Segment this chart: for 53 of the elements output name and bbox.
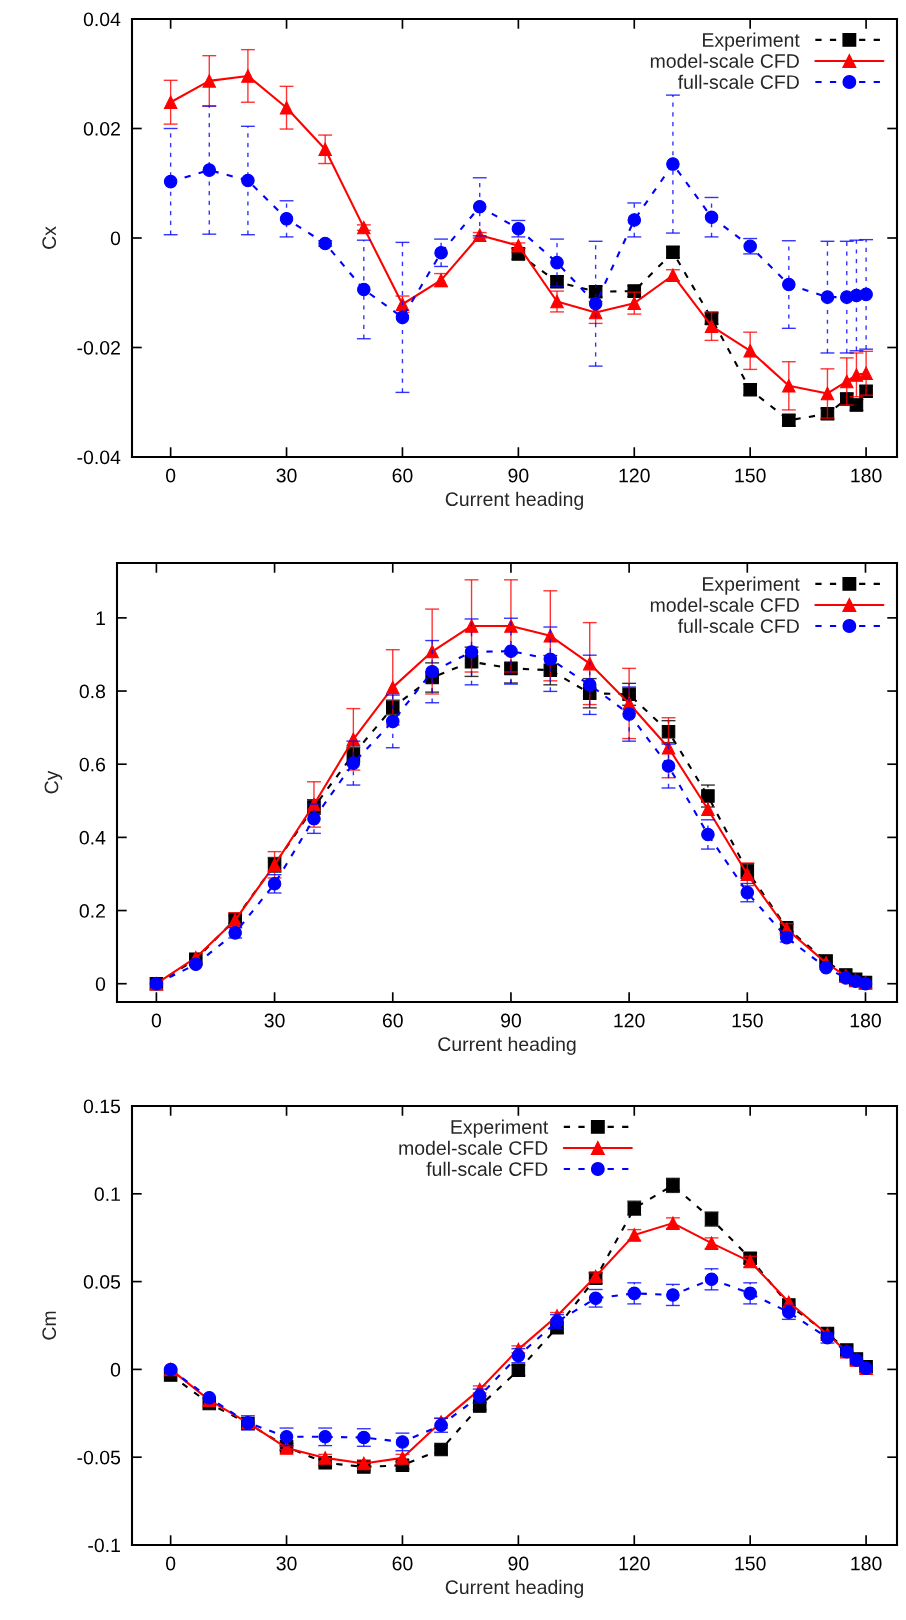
y-tick-label: 0.02 bbox=[83, 121, 120, 136]
y-tick-label: 0.2 bbox=[79, 904, 105, 918]
x-tick-label: 90 bbox=[508, 468, 529, 483]
y-axis-title: Cy bbox=[44, 770, 63, 794]
legend-label: model-scale CFD bbox=[650, 53, 799, 68]
y-tick-label: 0 bbox=[110, 1362, 121, 1377]
x-tick-label: 0 bbox=[151, 1013, 162, 1028]
legend-label: Experiment bbox=[451, 1119, 549, 1138]
y-tick-label: 0.05 bbox=[83, 1275, 121, 1289]
x-tick-label: 180 bbox=[850, 1013, 881, 1028]
x-tick-label: 60 bbox=[392, 468, 413, 483]
x-tick-label: 0 bbox=[165, 1556, 176, 1571]
y-axis-title: Cm bbox=[42, 1311, 57, 1340]
y-tick-label: 0 bbox=[95, 977, 106, 991]
y-tick-label: 0.6 bbox=[79, 757, 106, 772]
y-tick-label: 1 bbox=[96, 611, 105, 625]
legend-label: Experiment bbox=[703, 32, 800, 51]
x-tick-label: 180 bbox=[851, 1556, 882, 1571]
legend-label: full-scale CFD bbox=[677, 618, 799, 633]
y-tick-label: -0.1 bbox=[88, 1538, 120, 1553]
legend-label: Experiment bbox=[703, 576, 800, 595]
y-axis-title: Cx bbox=[42, 226, 57, 249]
x-tick-label: 90 bbox=[508, 1556, 529, 1571]
y-tick-label: -0.02 bbox=[77, 340, 120, 355]
x-axis-title: Current heading bbox=[445, 491, 583, 510]
x-tick-label: 30 bbox=[276, 468, 297, 483]
x-tick-label: 150 bbox=[735, 1556, 766, 1571]
x-tick-label: 180 bbox=[851, 468, 882, 483]
x-tick-label: 30 bbox=[264, 1013, 285, 1028]
legend-label: model-scale CFD bbox=[399, 1140, 548, 1155]
x-tick-label: 60 bbox=[392, 1556, 413, 1571]
legend-label: model-scale CFD bbox=[650, 597, 799, 612]
x-tick-label: 120 bbox=[614, 1013, 645, 1028]
x-tick-label: 150 bbox=[732, 1013, 763, 1028]
legend-label: full-scale CFD bbox=[426, 1161, 548, 1176]
x-tick-label: 90 bbox=[501, 1013, 521, 1028]
y-tick-label: 0 bbox=[110, 231, 121, 246]
y-tick-label: 0.4 bbox=[79, 830, 106, 845]
y-tick-label: -0.05 bbox=[77, 1450, 121, 1465]
y-tick-label: 0.1 bbox=[94, 1187, 120, 1202]
x-tick-label: 60 bbox=[382, 1013, 403, 1028]
y-tick-label: 0.15 bbox=[83, 1099, 121, 1114]
legend-label: full-scale CFD bbox=[677, 74, 799, 89]
y-tick-label: -0.04 bbox=[77, 450, 121, 465]
x-tick-label: 120 bbox=[619, 468, 650, 483]
y-tick-label: 0.04 bbox=[83, 12, 121, 27]
x-tick-label: 0 bbox=[165, 468, 176, 483]
x-axis-title: Current heading bbox=[445, 1579, 583, 1598]
x-tick-label: 120 bbox=[619, 1556, 650, 1571]
x-axis-title: Current heading bbox=[438, 1036, 576, 1055]
x-tick-label: 150 bbox=[735, 468, 766, 483]
x-tick-label: 30 bbox=[276, 1556, 297, 1571]
y-tick-label: 0.8 bbox=[79, 684, 106, 699]
